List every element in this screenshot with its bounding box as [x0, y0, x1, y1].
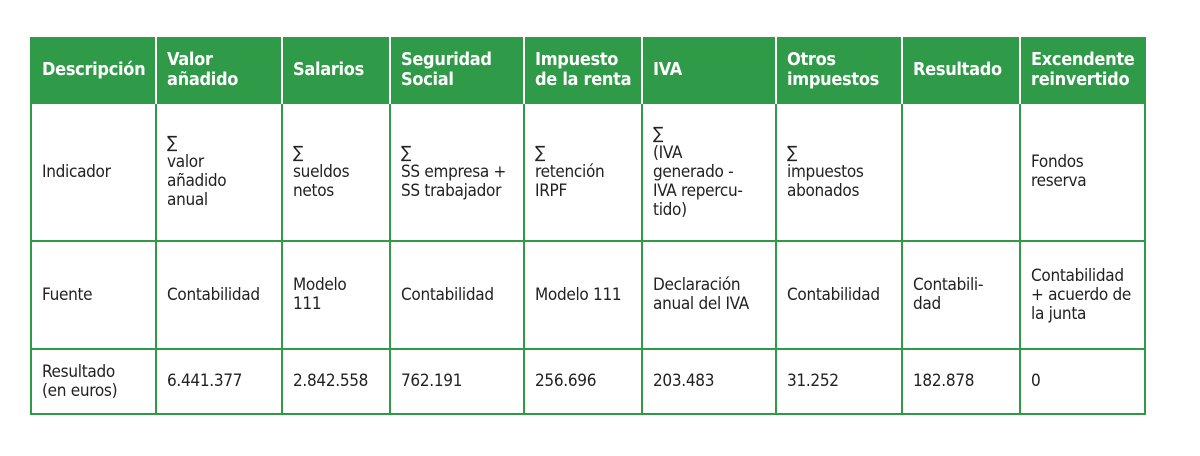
cell-resultado-excedente: 0: [1019, 348, 1146, 415]
cell-indicador-impuesto-renta: ∑ retención IRPF: [523, 102, 643, 242]
cell-fuente-seguridad-social: Contabilidad: [389, 240, 525, 350]
cell-indicador-excedente: Fondos reserva: [1019, 102, 1146, 242]
table-row-resultado: Resultado (en euros) 6.441.377 2.842.558…: [30, 348, 1146, 415]
cell-fuente-impuesto-renta: Modelo 111: [523, 240, 643, 350]
summary-table-container: Descripción Valor añadido Salarios Segur…: [30, 37, 1146, 415]
header-excedente-reinvertido: Excendente reinvertido: [1019, 38, 1145, 103]
cell-indicador-valor-anadido: ∑ valor añadido anual: [155, 102, 283, 242]
cell-resultado-valor-anadido: 6.441.377: [155, 348, 283, 415]
cell-resultado-otros-impuestos: 31.252: [775, 348, 903, 415]
cell-resultado-label: Resultado (en euros): [30, 348, 157, 415]
cell-fuente-valor-anadido: Contabilidad: [155, 240, 283, 350]
cell-resultado-resultado: 182.878: [901, 348, 1021, 415]
header-salarios: Salarios: [281, 38, 390, 103]
cell-fuente-salarios: Modelo 111: [281, 240, 391, 350]
header-resultado: Resultado: [901, 38, 1020, 103]
cell-resultado-salarios: 2.842.558: [281, 348, 391, 415]
cell-indicador-iva: ∑ (IVA generado - IVA repercu- tido): [641, 102, 777, 242]
cell-fuente-otros-impuestos: Contabilidad: [775, 240, 903, 350]
cell-indicador-otros-impuestos: ∑ impuestos abonados: [775, 102, 903, 242]
header-row: Descripción Valor añadido Salarios Segur…: [31, 38, 1145, 103]
cell-fuente-excedente: Contabilidad + acuerdo de la junta: [1019, 240, 1146, 350]
cell-indicador-salarios: ∑ sueldos netos: [281, 102, 391, 242]
cell-resultado-impuesto-renta: 256.696: [523, 348, 643, 415]
table-row-indicador: Indicador ∑ valor añadido anual ∑ sueldo…: [30, 102, 1146, 242]
header-descripcion: Descripción: [31, 38, 156, 103]
cell-indicador-resultado: [901, 102, 1021, 242]
header-otros-impuestos: Otros impuestos: [775, 38, 902, 103]
cell-indicador-label: Indicador: [30, 102, 157, 242]
cell-fuente-resultado: Contabili- dad: [901, 240, 1021, 350]
cell-indicador-seguridad-social: ∑ SS empresa + SS trabajador: [389, 102, 525, 242]
header-iva: IVA: [641, 38, 776, 103]
header-seguridad-social: Seguridad Social: [389, 38, 524, 103]
cell-fuente-label: Fuente: [30, 240, 157, 350]
summary-table: Descripción Valor añadido Salarios Segur…: [30, 37, 1146, 415]
cell-resultado-seguridad-social: 762.191: [389, 348, 525, 415]
header-impuesto-renta: Impuesto de la renta: [523, 38, 642, 103]
cell-resultado-iva: 203.483: [641, 348, 777, 415]
header-valor-anadido: Valor añadido: [155, 38, 282, 103]
table-row-fuente: Fuente Contabilidad Modelo 111 Contabili…: [30, 240, 1146, 350]
cell-fuente-iva: Declaración anual del IVA: [641, 240, 777, 350]
